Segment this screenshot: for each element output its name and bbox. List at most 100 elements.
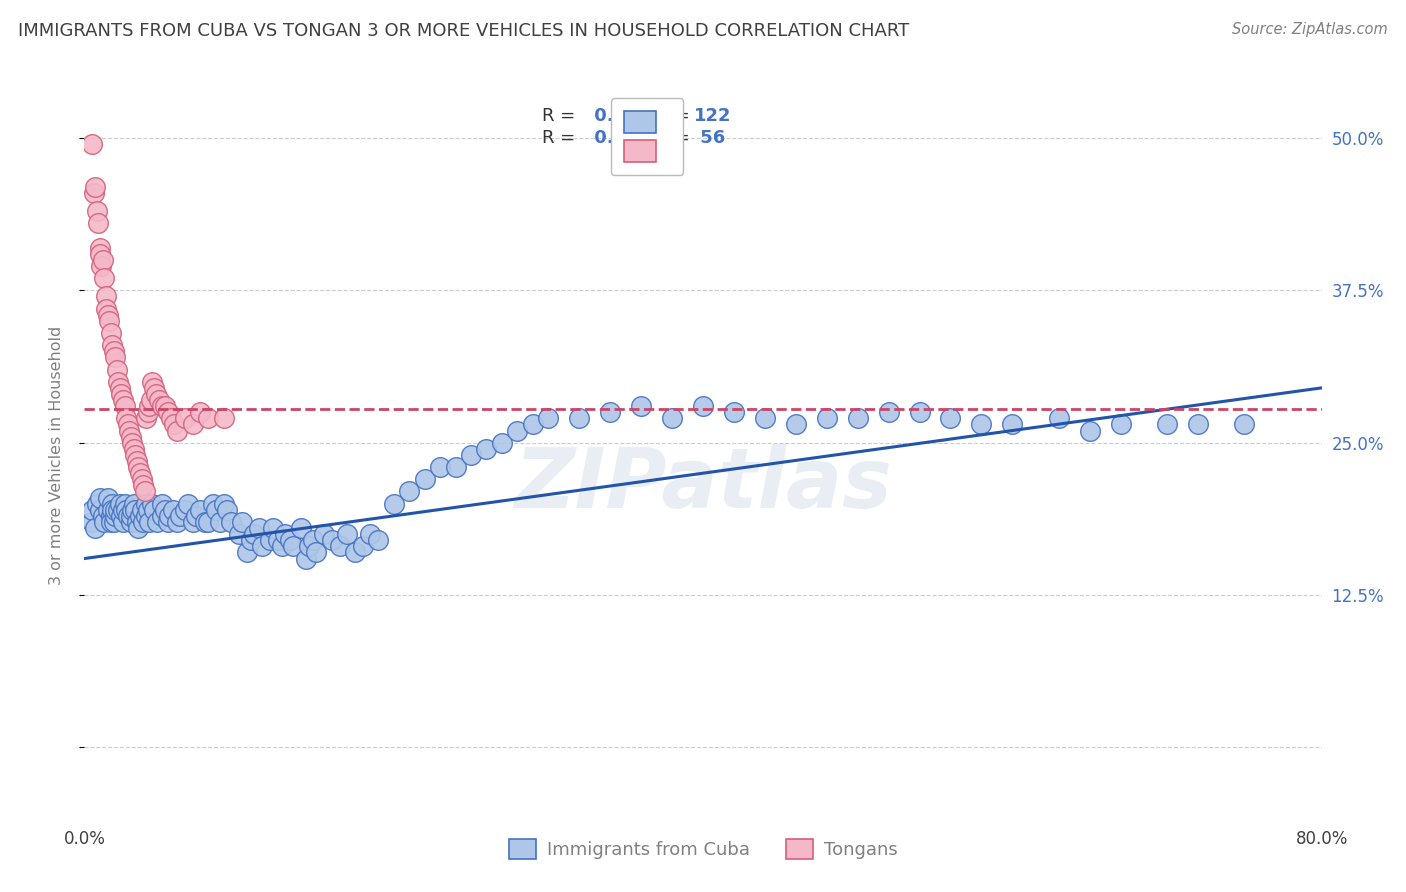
Point	[86, 204, 108, 219]
Point	[91, 252, 114, 267]
Point	[630, 399, 652, 413]
Point	[82, 503, 104, 517]
Legend: Immigrants from Cuba, Tongans: Immigrants from Cuba, Tongans	[502, 832, 904, 866]
Point	[939, 411, 962, 425]
Point	[259, 533, 281, 548]
Point	[141, 375, 163, 389]
Point	[1109, 417, 1132, 432]
Point	[107, 503, 129, 517]
Point	[129, 466, 152, 480]
Text: R =: R =	[543, 108, 581, 126]
Point	[114, 399, 136, 413]
Point	[134, 484, 156, 499]
Point	[240, 533, 263, 548]
Point	[118, 424, 141, 438]
Point	[382, 497, 405, 511]
Point	[153, 503, 176, 517]
Point	[131, 503, 153, 517]
Point	[212, 411, 235, 425]
Text: N =: N =	[644, 108, 695, 126]
Point	[846, 411, 869, 425]
Point	[87, 216, 110, 230]
Point	[127, 460, 149, 475]
Point	[100, 326, 122, 340]
Text: 56: 56	[695, 129, 725, 147]
Point	[150, 508, 173, 523]
Point	[104, 503, 127, 517]
Point	[1156, 417, 1178, 432]
Point	[125, 515, 148, 529]
Point	[120, 508, 142, 523]
Point	[174, 503, 197, 517]
Point	[150, 399, 173, 413]
Point	[262, 521, 284, 535]
Point	[231, 515, 253, 529]
Point	[129, 508, 152, 523]
Point	[120, 430, 142, 444]
Point	[413, 472, 436, 486]
Point	[194, 515, 217, 529]
Point	[96, 491, 118, 505]
Point	[145, 387, 167, 401]
Text: IMMIGRANTS FROM CUBA VS TONGAN 3 OR MORE VEHICLES IN HOUSEHOLD CORRELATION CHART: IMMIGRANTS FROM CUBA VS TONGAN 3 OR MORE…	[18, 22, 910, 40]
Y-axis label: 3 or more Vehicles in Household: 3 or more Vehicles in Household	[49, 326, 63, 584]
Point	[131, 472, 153, 486]
Point	[124, 448, 146, 462]
Point	[93, 515, 115, 529]
Point	[82, 136, 104, 151]
Point	[148, 393, 170, 408]
Point	[278, 533, 301, 548]
Point	[475, 442, 498, 456]
Point	[181, 515, 204, 529]
Point	[723, 405, 745, 419]
Point	[125, 454, 148, 468]
Point	[785, 417, 807, 432]
Point	[153, 399, 176, 413]
Point	[271, 539, 294, 553]
Point	[215, 503, 238, 517]
Point	[103, 515, 125, 529]
Point	[491, 435, 513, 450]
Point	[117, 508, 139, 523]
Point	[343, 545, 366, 559]
Point	[121, 435, 143, 450]
Point	[84, 179, 107, 194]
Point	[352, 539, 374, 553]
Point	[135, 508, 157, 523]
Point	[908, 405, 931, 419]
Point	[135, 411, 157, 425]
Point	[522, 417, 544, 432]
Point	[1047, 411, 1070, 425]
Point	[444, 460, 467, 475]
Point	[815, 411, 838, 425]
Point	[83, 186, 105, 200]
Point	[537, 411, 560, 425]
Point	[120, 515, 142, 529]
Point	[281, 539, 305, 553]
Point	[970, 417, 993, 432]
Point	[312, 527, 335, 541]
Point	[429, 460, 451, 475]
Point	[367, 533, 389, 548]
Point	[219, 515, 242, 529]
Point	[235, 545, 259, 559]
Point	[398, 484, 420, 499]
Point	[132, 515, 155, 529]
Point	[103, 344, 125, 359]
Text: 122: 122	[695, 108, 733, 126]
Point	[162, 503, 184, 517]
Point	[1078, 424, 1101, 438]
Point	[112, 393, 135, 408]
Point	[93, 271, 115, 285]
Point	[89, 241, 111, 255]
Point	[599, 405, 621, 419]
Point	[115, 503, 138, 517]
Point	[112, 503, 135, 517]
Point	[205, 503, 228, 517]
Point	[94, 289, 117, 303]
Point	[101, 497, 124, 511]
Point	[661, 411, 683, 425]
Point	[91, 508, 114, 523]
Point	[156, 405, 179, 419]
Point	[267, 533, 290, 548]
